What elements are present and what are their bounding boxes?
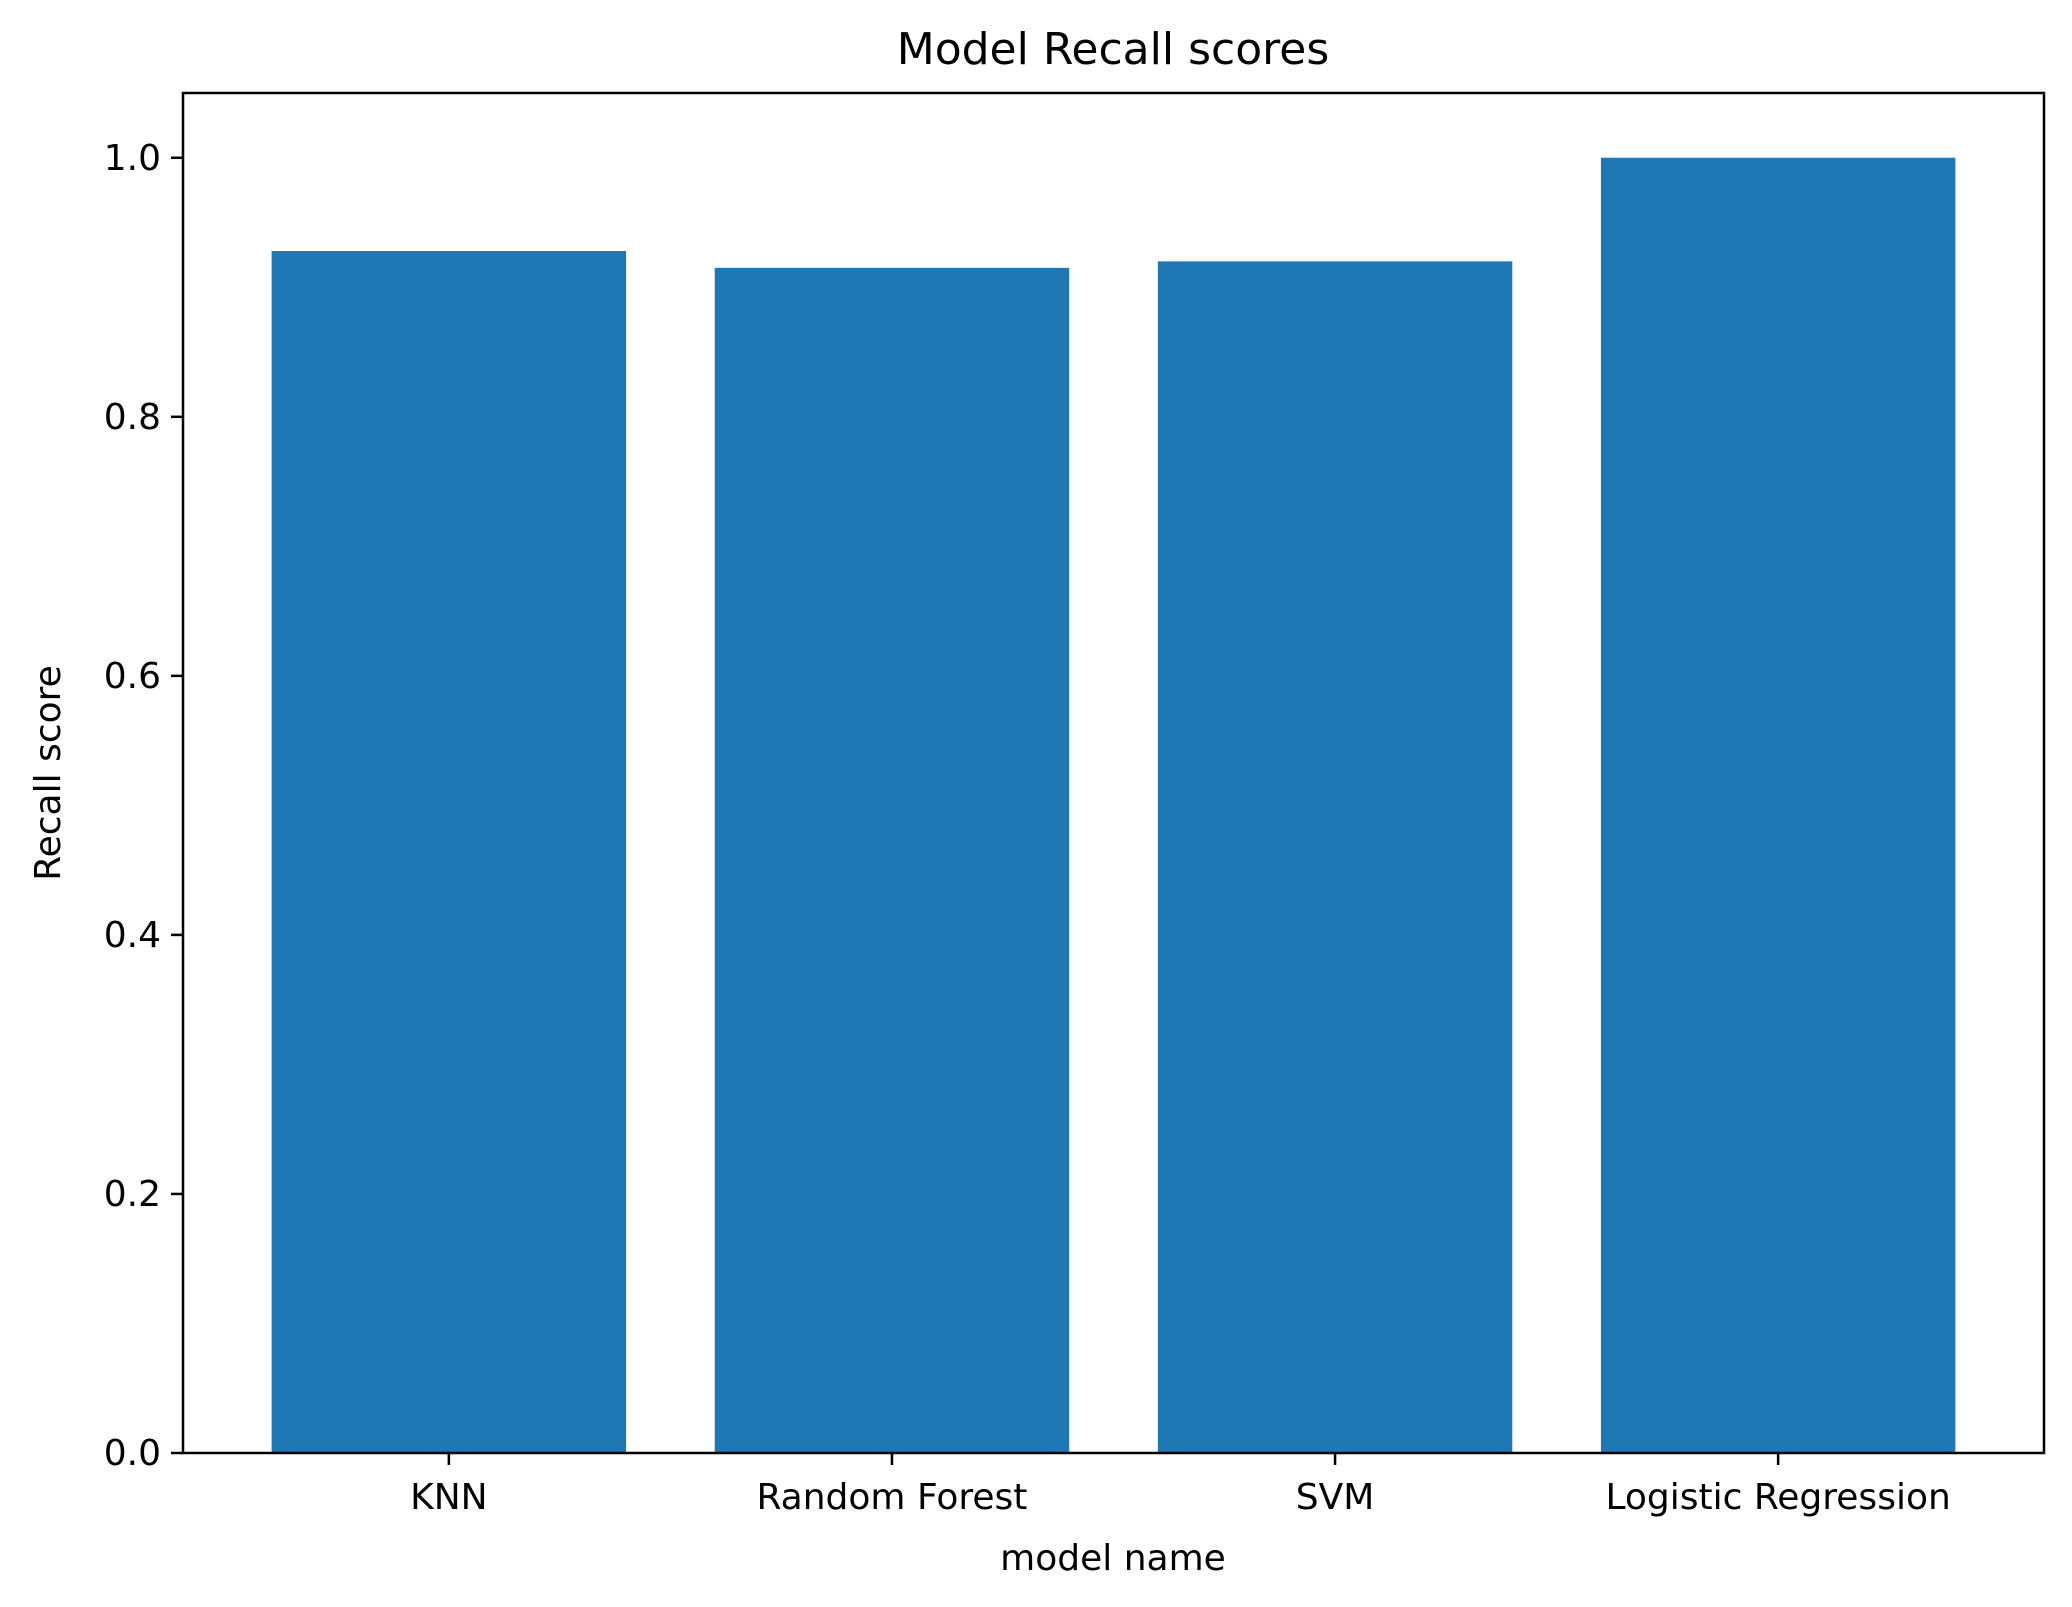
chart-title: Model Recall scores xyxy=(897,24,1330,75)
y-tick-label: 0.2 xyxy=(104,1174,161,1215)
bar-random-forest xyxy=(714,267,1070,1453)
bar-logistic-regression xyxy=(1600,157,1956,1453)
y-tick-label: 0.6 xyxy=(104,656,161,697)
y-tick-label: 0.8 xyxy=(104,397,161,438)
x-tick-label: Random Forest xyxy=(756,1477,1027,1518)
y-tick-label: 0.0 xyxy=(104,1433,161,1474)
bars-group xyxy=(271,157,1956,1453)
x-tick-label: KNN xyxy=(410,1477,487,1518)
y-tick-label: 0.4 xyxy=(104,915,161,956)
y-axis-label: Recall score xyxy=(28,665,69,881)
x-tick-label: SVM xyxy=(1296,1477,1375,1518)
y-tick-label: 1.0 xyxy=(104,138,161,179)
bar-knn xyxy=(271,251,627,1453)
axes-frame xyxy=(181,91,2046,1455)
y-axis: 0.0 0.2 0.4 0.6 0.8 1.0 xyxy=(104,138,183,1474)
x-axis: KNN Random Forest SVM Logistic Regression xyxy=(410,1453,1951,1518)
bar-svm xyxy=(1157,261,1513,1453)
x-axis-label: model name xyxy=(1000,1538,1226,1579)
x-tick-label: Logistic Regression xyxy=(1605,1477,1950,1518)
